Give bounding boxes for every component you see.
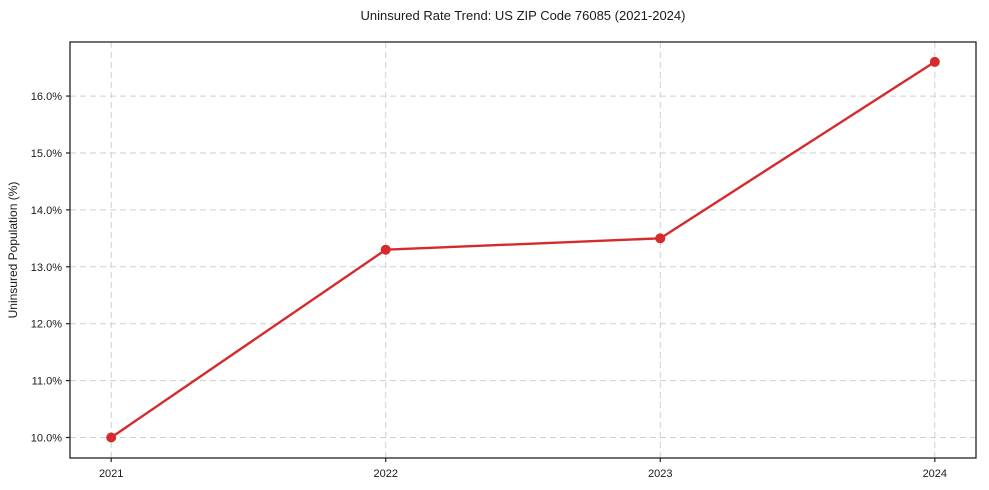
data-point-marker	[106, 432, 117, 443]
x-tick-label: 2024	[923, 468, 947, 480]
y-tick-label: 10.0%	[31, 433, 62, 445]
x-tick-label: 2022	[373, 468, 397, 480]
y-tick-label: 11.0%	[32, 376, 63, 388]
y-tick-label: 13.0%	[31, 262, 62, 274]
y-tick-label: 16.0%	[31, 91, 62, 103]
trend-line	[109, 60, 937, 439]
y-tick-label: 15.0%	[31, 148, 62, 160]
y-tick-label: 12.0%	[31, 319, 62, 331]
y-tick-label: 14.0%	[31, 205, 62, 217]
data-point-marker	[380, 244, 391, 255]
plot-border	[69, 41, 977, 459]
chart-title: Uninsured Rate Trend: US ZIP Code 76085 …	[360, 8, 686, 23]
data-point-marker	[655, 233, 666, 244]
x-tick-label: 2021	[99, 468, 123, 480]
x-tick-label: 2023	[648, 468, 672, 480]
data-point-marker	[929, 56, 940, 67]
